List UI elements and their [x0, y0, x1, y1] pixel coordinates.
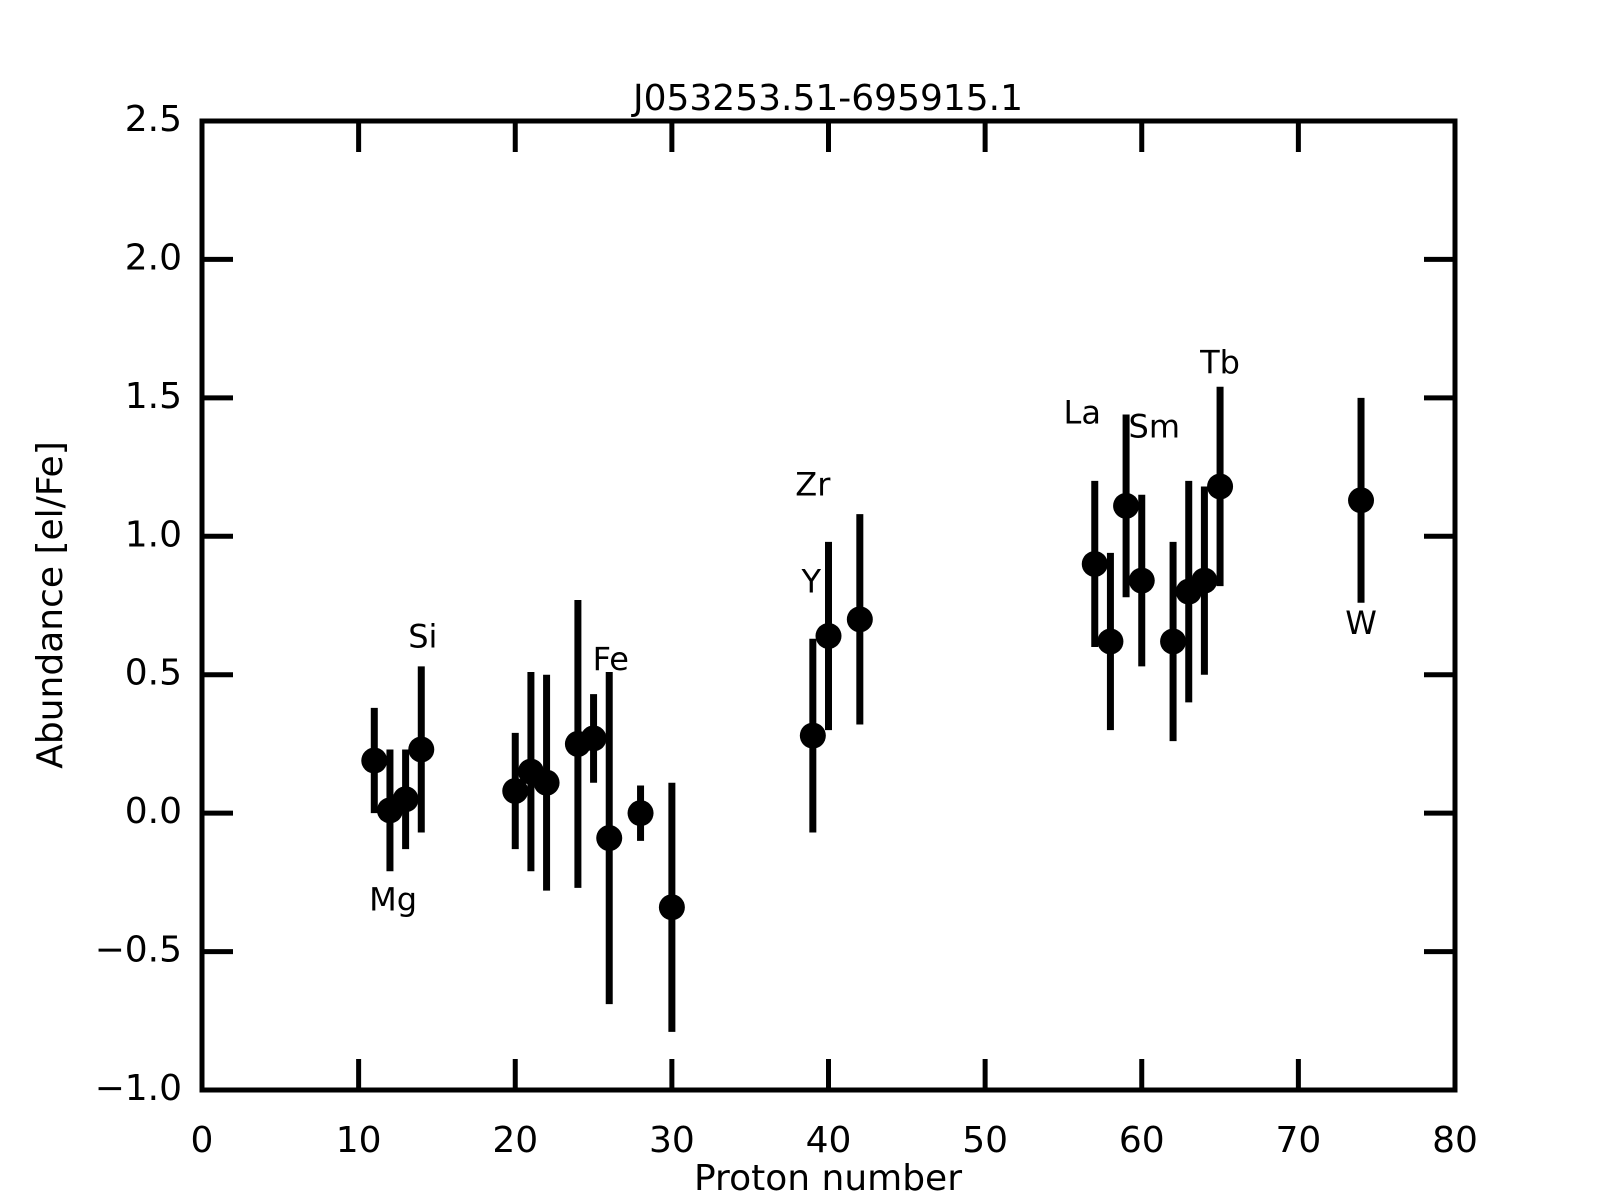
annotation: Sm [1129, 407, 1180, 445]
y-tick-label: 1.5 [125, 376, 182, 417]
data-point [361, 747, 388, 774]
y-tick-label: 0.0 [125, 791, 182, 832]
y-tick-label: 2.5 [125, 99, 182, 140]
data-point [1348, 487, 1375, 514]
data-point [1207, 473, 1234, 500]
annotation: Mg [369, 881, 417, 919]
data-point [815, 622, 842, 649]
annotation: Tb [1199, 344, 1240, 382]
y-axis-label: Abundance [el/Fe] [30, 441, 71, 768]
data-point [533, 769, 560, 796]
data-point [627, 800, 654, 827]
data-point [1128, 567, 1155, 594]
x-tick-label: 20 [492, 1120, 538, 1161]
annotation: Y [800, 562, 821, 600]
x-tick-label: 40 [806, 1120, 852, 1161]
x-tick-label: 60 [1119, 1120, 1165, 1161]
y-tick-label: −1.0 [95, 1068, 182, 1109]
data-point [1081, 550, 1108, 577]
y-tick-label: 1.0 [125, 514, 182, 555]
annotation: Si [408, 618, 437, 656]
annotation: Fe [593, 640, 629, 678]
data-point [1113, 492, 1140, 519]
data-point [408, 736, 435, 763]
y-tick-label: 2.0 [125, 237, 182, 278]
chart-title: J053253.51-695915.1 [631, 78, 1023, 119]
data-point [580, 725, 607, 752]
data-point [1191, 567, 1218, 594]
annotation: Zr [795, 465, 831, 503]
data-point [1097, 628, 1124, 655]
annotation: W [1345, 604, 1377, 642]
data-point [1160, 628, 1187, 655]
x-tick-label: 10 [336, 1120, 382, 1161]
x-tick-label: 70 [1275, 1120, 1321, 1161]
x-tick-label: 30 [649, 1120, 695, 1161]
y-tick-label: −0.5 [95, 930, 182, 971]
x-tick-label: 0 [191, 1120, 214, 1161]
data-point [392, 786, 419, 813]
data-point [846, 606, 873, 633]
annotation: La [1064, 393, 1101, 431]
data-point [596, 825, 623, 852]
y-tick-label: 0.5 [125, 653, 182, 694]
x-tick-label: 50 [962, 1120, 1008, 1161]
x-axis-label: Proton number [694, 1158, 962, 1199]
data-point [502, 777, 529, 804]
data-point [799, 722, 826, 749]
x-tick-label: 80 [1432, 1120, 1478, 1161]
data-point [658, 894, 685, 921]
